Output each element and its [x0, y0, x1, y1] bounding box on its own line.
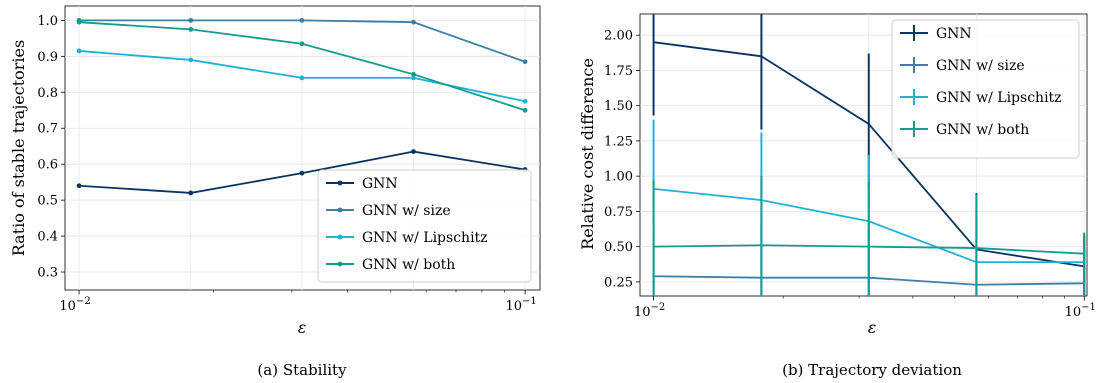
data-point [411, 149, 416, 154]
y-tick-label: 1.75 [604, 64, 633, 79]
y-tick-label: 0.3 [37, 266, 58, 281]
y-tick-label: 0.9 [37, 50, 58, 65]
y-tick-label: 0.5 [37, 194, 58, 209]
y-tick-label: 1.25 [604, 134, 633, 149]
legend-label: GNN w/ size [362, 203, 451, 219]
series-lines [76, 17, 528, 196]
y-tick-label: 1.0 [37, 14, 58, 29]
y-tick-label: 2.00 [604, 29, 633, 44]
y-tick-label: 0.4 [37, 230, 58, 245]
x-tick-label: 10−2 [59, 296, 90, 314]
caption: (b) Trajectory deviation [782, 361, 962, 379]
y-tick-label: 1.50 [604, 99, 633, 114]
data-point [522, 98, 528, 104]
data-point [188, 57, 194, 63]
x-ticks: 10−2 10−1 [634, 296, 1096, 320]
data-point [76, 183, 82, 189]
data-point [299, 17, 305, 23]
y-tick-label: 0.7 [37, 122, 58, 137]
caption: (a) Stability [257, 361, 347, 379]
series-gnn-w-both [76, 19, 528, 113]
y-tick-label: 0.6 [37, 158, 58, 173]
legend-item: GNN w/ size [326, 203, 451, 219]
y-axis-label: Relative cost difference [578, 58, 597, 250]
data-point [411, 19, 416, 25]
x-tick-label: 10−1 [1065, 302, 1096, 320]
y-tick-label: 1.00 [604, 170, 633, 185]
legend-item: GNN w/ size [900, 57, 1025, 74]
y-tick-label: 0.8 [37, 86, 58, 101]
data-point [299, 41, 305, 47]
legend-label: GNN w/ size [936, 58, 1025, 74]
data-point [411, 75, 416, 81]
legend-item: GNN [326, 176, 398, 192]
legend-label: GNN w/ Lipschitz [362, 230, 488, 246]
legend-label: GNN w/ Lipschitz [936, 90, 1062, 106]
data-point [522, 107, 528, 113]
legend-marker [337, 207, 343, 213]
legend-box [891, 19, 1080, 159]
data-point [188, 17, 194, 23]
x-tick-label: 10−1 [505, 296, 536, 314]
data-point [299, 170, 305, 176]
legend-items: GNN GNN w/ size GNN w/ Lipschitz GNN w/ bot… [326, 176, 488, 273]
data-point [299, 75, 305, 81]
x-ticks: 10−2 10−1 [59, 290, 537, 314]
x-axis-label: ε [868, 318, 877, 337]
data-point [188, 26, 194, 32]
y-tick-label: 0.50 [604, 240, 633, 255]
y-axis-label: Ratio of stable trajectories [9, 40, 28, 256]
legend-marker [337, 261, 343, 267]
legend-item: GNN w/ Lipschitz [900, 89, 1062, 106]
legend-label: GNN [362, 176, 398, 192]
stability-chart: 0.3 0.4 0.5 0.6 0.7 0.8 0.9 1.0 10−2 10−1 ε Rati… [9, 5, 541, 379]
legend-item: GNN [900, 25, 972, 42]
series-gnn-w-both [652, 176, 1086, 296]
y-tick-label: 0.25 [604, 275, 633, 290]
legend-marker [337, 180, 343, 186]
legend-item: GNN w/ both [326, 257, 455, 273]
legend-box [317, 169, 532, 283]
data-point [522, 59, 528, 65]
y-tick-label: 0.75 [604, 205, 633, 220]
y-ticks: 0.25 0.50 0.75 1.00 1.25 1.50 1.75 2.00 [604, 29, 640, 290]
legend: GNN GNN w/ size GNN w/ Lipschitz GNN w/ bot… [891, 19, 1080, 159]
y-ticks: 0.3 0.4 0.5 0.6 0.7 0.8 0.9 1.0 [37, 14, 65, 281]
data-point [411, 71, 416, 77]
legend-label: GNN [936, 26, 972, 42]
legend: GNN GNN w/ size GNN w/ Lipschitz GNN w/ bot… [317, 169, 532, 283]
legend-item: GNN w/ Lipschitz [326, 230, 488, 246]
series-line [653, 41, 1085, 268]
legend-items: GNN GNN w/ size GNN w/ Lipschitz GNN w/ bot… [900, 25, 1062, 138]
data-point [76, 48, 82, 54]
series-lines [652, 14, 1086, 296]
legend-label: GNN w/ both [936, 122, 1029, 138]
series-line [653, 244, 1085, 255]
legend-marker [337, 234, 343, 240]
x-tick-label: 10−2 [634, 302, 665, 320]
x-axis-label: ε [298, 318, 307, 337]
trajectory-deviation-chart: 0.250.500.751.001.251.501.752.00 10−2 10−… [578, 13, 1096, 379]
legend-item: GNN w/ both [900, 121, 1029, 138]
legend-label: GNN w/ both [362, 257, 455, 273]
data-point [188, 190, 194, 196]
data-point [76, 19, 82, 25]
